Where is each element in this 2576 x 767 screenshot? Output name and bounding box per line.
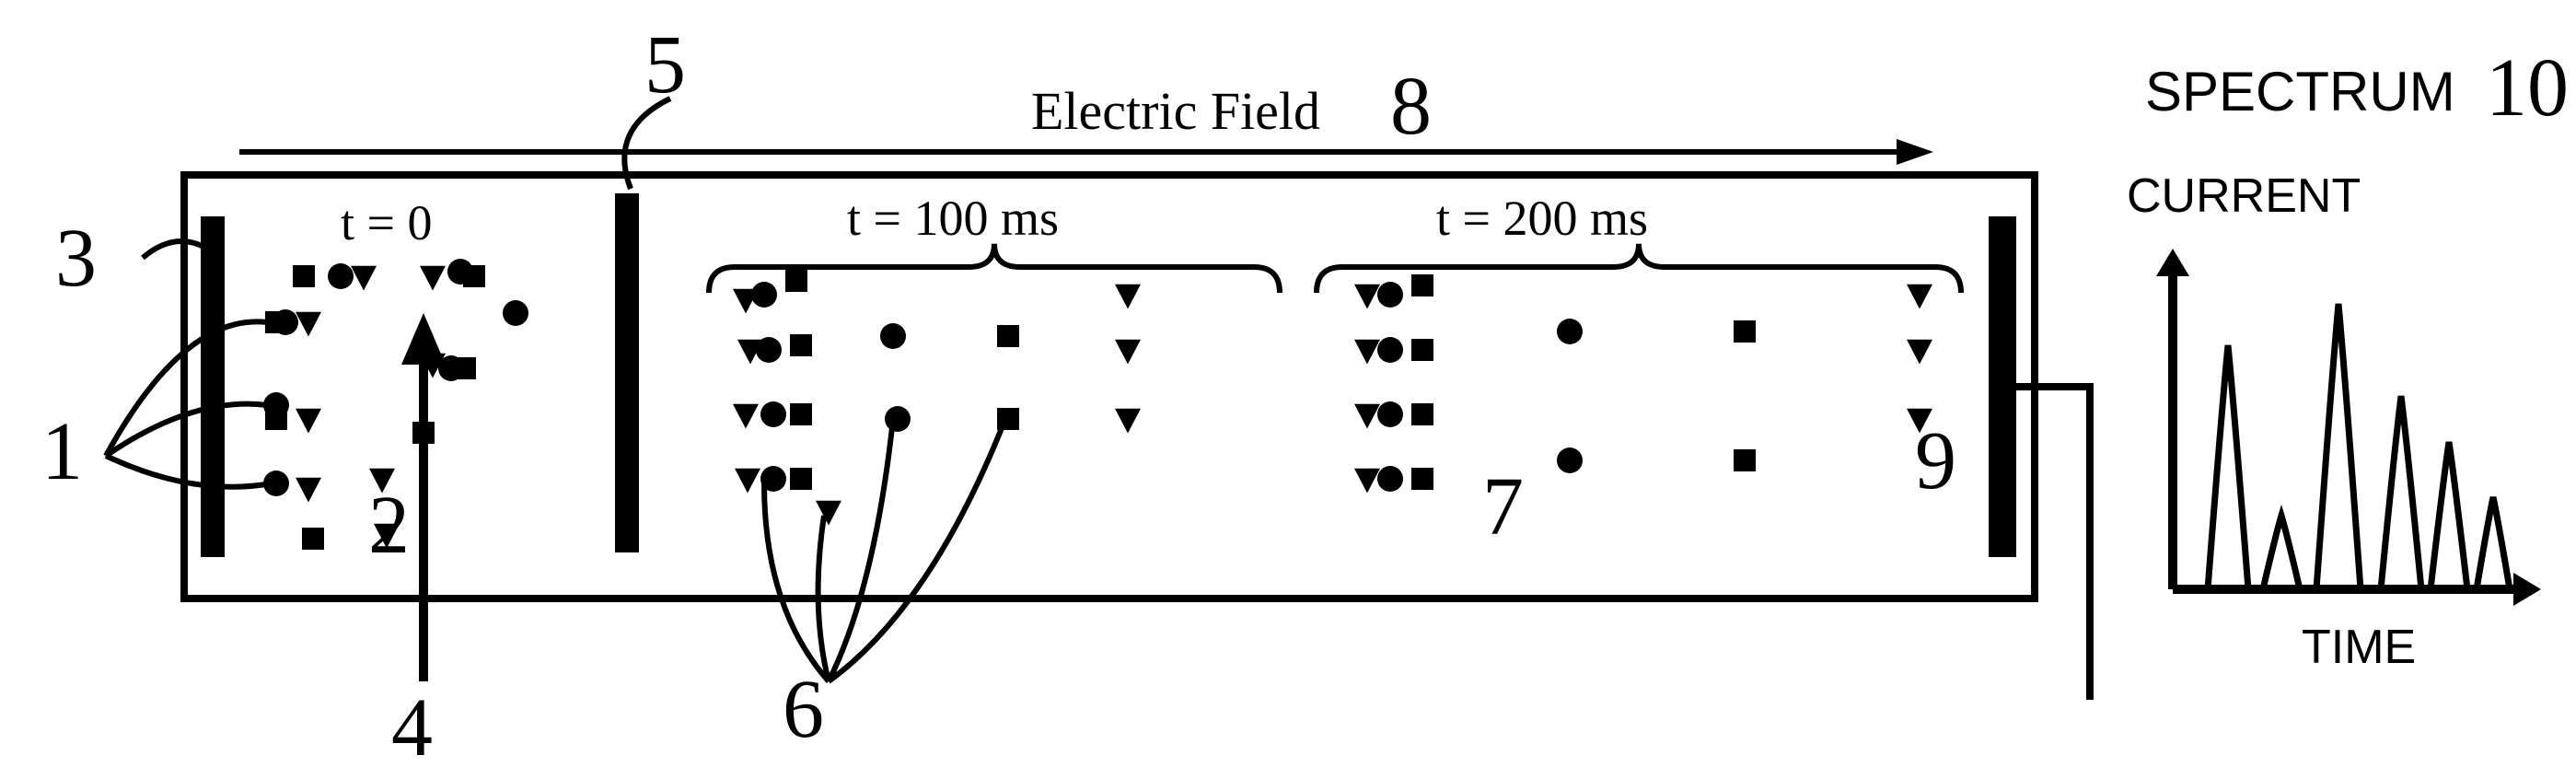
ion-circle: [1557, 319, 1583, 344]
ion-triangle: [296, 409, 321, 434]
label-1: 1: [41, 406, 83, 497]
leader-6-2: [829, 419, 893, 681]
leader-1-2: [106, 456, 272, 487]
field-label: Electric Field: [1031, 81, 1320, 141]
time-label-t0: t = 0: [341, 195, 432, 250]
ion-square: [1734, 320, 1756, 343]
ion-circle: [1377, 466, 1403, 492]
svg-text:Electric Field: Electric Field: [1031, 81, 1320, 141]
label-4: 4: [391, 682, 433, 767]
ion-square: [790, 334, 812, 356]
label-9: 9: [1915, 415, 1956, 506]
label-10: 10: [2486, 42, 2569, 134]
spectrum-peak-5: [2477, 497, 2510, 589]
ion-circle: [760, 401, 786, 427]
spectrum-x-label: TIME: [2302, 621, 2416, 674]
ion-triangle: [816, 501, 841, 526]
field-arrow-head: [1897, 139, 1933, 165]
ion-square: [1734, 449, 1756, 471]
ion-square: [1411, 339, 1433, 361]
leader-3-0: [143, 241, 207, 258]
shutter-grid: [615, 193, 639, 552]
spectrum-peak-0: [2208, 345, 2248, 589]
arrow-4-head: [401, 313, 446, 365]
ion-square: [790, 403, 812, 425]
ion-triangle: [1354, 469, 1380, 494]
ion-circle: [263, 392, 289, 418]
ion-square: [302, 528, 324, 550]
ion-triangle: [420, 266, 446, 291]
ion-group-t100: [733, 270, 1141, 526]
ion-square: [1411, 468, 1433, 490]
detector-lead: [2016, 387, 2090, 700]
spectrum-title: SPECTRUM: [2145, 61, 2455, 122]
ion-triangle: [1115, 409, 1141, 434]
ion-triangle: [1115, 340, 1141, 365]
ion-circle: [1377, 337, 1403, 363]
ion-group-t200: [1354, 274, 1932, 494]
ion-triangle: [735, 469, 760, 494]
ion-triangle: [1115, 285, 1141, 309]
time-label-t100: t = 100 ms: [847, 191, 1059, 246]
ion-circle: [1557, 447, 1583, 473]
ion-triangle: [1907, 340, 1932, 365]
ion-square: [997, 325, 1019, 347]
ion-circle: [1377, 401, 1403, 427]
spectrum-x-arrow: [2513, 573, 2541, 606]
ion-triangle: [296, 312, 321, 337]
ion-triangle: [351, 266, 377, 291]
drift-tube: [184, 175, 2035, 598]
ion-triangle: [1354, 340, 1380, 365]
ion-triangle: [733, 404, 759, 429]
ion-circle: [880, 323, 906, 349]
ion-triangle: [296, 478, 321, 503]
ion-circle: [328, 263, 354, 289]
spectrum-peak-2: [2316, 304, 2361, 589]
label-6: 6: [783, 664, 824, 755]
ion-triangle: [1907, 285, 1932, 309]
ion-square: [293, 265, 315, 287]
time-label-t200: t = 200 ms: [1436, 191, 1648, 246]
label-3: 3: [55, 213, 97, 304]
label-7: 7: [1482, 461, 1524, 552]
spectrum-peak-4: [2431, 442, 2467, 589]
ion-square: [785, 270, 807, 292]
ion-circle: [885, 406, 911, 432]
spectrum-y-label: CURRENT: [2127, 169, 2361, 223]
aperture-plate: [201, 216, 225, 557]
label-5: 5: [644, 19, 686, 110]
spectrum-peak-3: [2381, 396, 2421, 589]
ion-circle: [273, 309, 298, 335]
spectrum-y-arrow: [2156, 249, 2189, 276]
detector-plate: [1989, 216, 2016, 557]
label-8: 8: [1390, 61, 1432, 152]
label-2: 2: [368, 480, 410, 571]
ion-circle: [1377, 282, 1403, 308]
ion-square: [790, 468, 812, 490]
spectrum-peak-1: [2263, 516, 2300, 589]
ion-triangle: [1354, 404, 1380, 429]
ion-triangle: [1354, 285, 1380, 309]
ion-circle: [503, 300, 528, 326]
ion-square: [1411, 403, 1433, 425]
ion-square: [463, 265, 485, 287]
leader-6-3: [829, 424, 1004, 681]
ion-square: [1411, 274, 1433, 296]
